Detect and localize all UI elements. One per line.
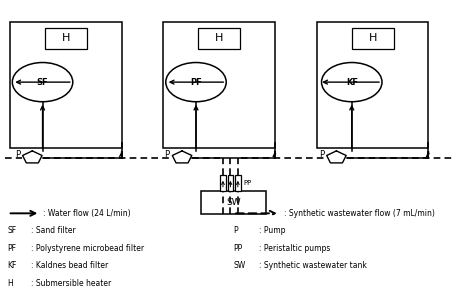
- Text: : Submersible heater: : Submersible heater: [31, 279, 111, 288]
- Bar: [352, 28, 393, 49]
- Text: : Polystyrene microbead filter: : Polystyrene microbead filter: [31, 244, 144, 253]
- Bar: [10, 22, 122, 148]
- Text: : Water flow (24 L/min): : Water flow (24 L/min): [43, 209, 130, 218]
- Text: P: P: [233, 226, 238, 235]
- Text: : Kaldnes bead filter: : Kaldnes bead filter: [31, 261, 108, 270]
- Text: SF: SF: [36, 78, 48, 87]
- Text: H: H: [368, 33, 377, 43]
- Text: H: H: [8, 279, 13, 288]
- Text: SF: SF: [8, 226, 17, 235]
- Bar: [235, 175, 241, 191]
- Text: KF: KF: [8, 261, 17, 270]
- Bar: [317, 22, 428, 148]
- Text: : Sand filter: : Sand filter: [31, 226, 76, 235]
- Text: SW: SW: [226, 198, 240, 207]
- Text: P: P: [319, 150, 324, 159]
- Text: PP: PP: [233, 244, 242, 253]
- Text: PF: PF: [8, 244, 17, 253]
- Text: P: P: [164, 150, 170, 159]
- Text: SW: SW: [233, 261, 246, 270]
- Bar: [228, 175, 233, 191]
- Text: P: P: [15, 150, 20, 159]
- Text: : Pump: : Pump: [259, 226, 285, 235]
- Text: : Peristaltic pumps: : Peristaltic pumps: [259, 244, 330, 253]
- Bar: [45, 28, 87, 49]
- Text: PP: PP: [244, 180, 252, 186]
- Text: KF: KF: [346, 78, 358, 87]
- Text: : Synthetic wastewater flow (7 mL/min): : Synthetic wastewater flow (7 mL/min): [284, 209, 435, 218]
- Bar: [220, 175, 226, 191]
- Text: PF: PF: [190, 78, 202, 87]
- Text: : Synthetic wastewater tank: : Synthetic wastewater tank: [259, 261, 367, 270]
- Bar: [201, 191, 266, 214]
- Text: H: H: [215, 33, 223, 43]
- Bar: [164, 22, 275, 148]
- Text: H: H: [62, 33, 70, 43]
- Bar: [198, 28, 240, 49]
